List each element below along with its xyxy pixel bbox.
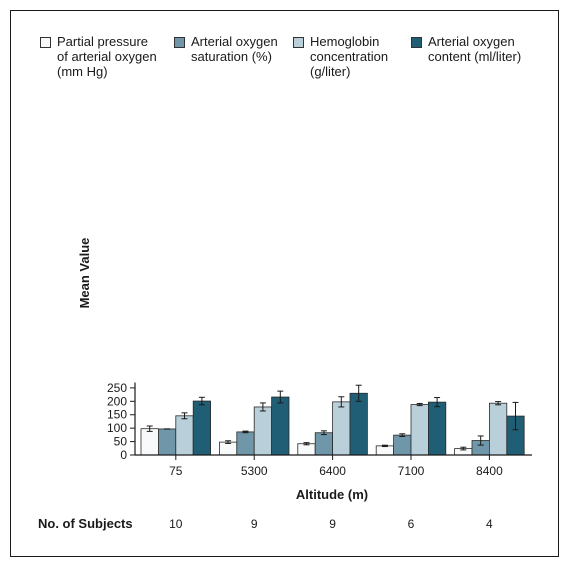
legend-swatch-partial-pressure — [40, 37, 51, 48]
subjects-count-75: 10 — [169, 517, 183, 531]
subjects-count-5300: 9 — [251, 517, 258, 531]
bar-2-8400 — [488, 402, 508, 456]
bar-1-6400 — [314, 432, 334, 456]
x-tick-label-75: 75 — [169, 464, 183, 478]
bar-0-7100 — [375, 445, 395, 456]
subjects-count-7100: 6 — [408, 517, 415, 531]
x-axis-label: Altitude (m) — [296, 487, 368, 502]
legend-label-oxygen-saturation: Arterial oxygen saturation (%) — [191, 34, 278, 64]
legend-item-oxygen-content: Arterial oxygen content (ml/liter) — [411, 34, 521, 64]
bar-2-5300 — [253, 406, 272, 456]
legend-swatch-hemoglobin — [293, 37, 304, 48]
bar-0-6400 — [297, 443, 316, 456]
legend-swatch-oxygen-saturation — [174, 37, 185, 48]
bar-3-75 — [192, 400, 211, 456]
bar-2-6400 — [332, 401, 351, 456]
x-tick-label-6400: 6400 — [319, 464, 346, 478]
legend-item-partial-pressure: Partial pressure of arterial oxygen (mm … — [40, 34, 157, 79]
y-axis-label: Mean Value — [77, 238, 92, 309]
x-tick-label-8400: 8400 — [476, 464, 503, 478]
legend-item-hemoglobin: Hemoglobin concentration (g/liter) — [293, 34, 388, 79]
legend-label-partial-pressure: Partial pressure of arterial oxygen (mm … — [57, 34, 157, 79]
bar-2-7100 — [410, 404, 429, 456]
y-tick-label-150: 150 — [107, 408, 127, 422]
bar-1-75 — [157, 428, 177, 456]
legend-label-oxygen-content: Arterial oxygen content (ml/liter) — [428, 34, 522, 64]
subjects-label: No. of Subjects — [38, 516, 133, 531]
legend-label-hemoglobin: Hemoglobin concentration (g/liter) — [310, 34, 389, 79]
y-tick-label-250: 250 — [107, 381, 127, 395]
subjects-count-6400: 9 — [329, 517, 336, 531]
subjects-count-8400: 4 — [486, 517, 493, 531]
y-tick-label-100: 100 — [107, 421, 127, 435]
y-tick-label-0: 0 — [120, 448, 127, 462]
bar-3-6400 — [349, 392, 368, 456]
bar-1-5300 — [236, 431, 255, 456]
x-tick-label-7100: 7100 — [398, 464, 425, 478]
figure-frame — [10, 10, 559, 557]
y-tick-label-50: 50 — [114, 435, 128, 449]
x-tick-label-5300: 5300 — [241, 464, 268, 478]
bar-1-7100 — [393, 434, 412, 456]
bar-3-5300 — [271, 396, 290, 456]
bar-0-75 — [140, 428, 159, 456]
legend-item-oxygen-saturation: Arterial oxygen saturation (%) — [174, 34, 278, 64]
bar-3-7100 — [427, 401, 447, 456]
bar-0-5300 — [218, 441, 238, 456]
y-tick-label-200: 200 — [107, 394, 127, 408]
bar-2-75 — [175, 415, 194, 456]
legend-swatch-oxygen-content — [411, 37, 422, 48]
